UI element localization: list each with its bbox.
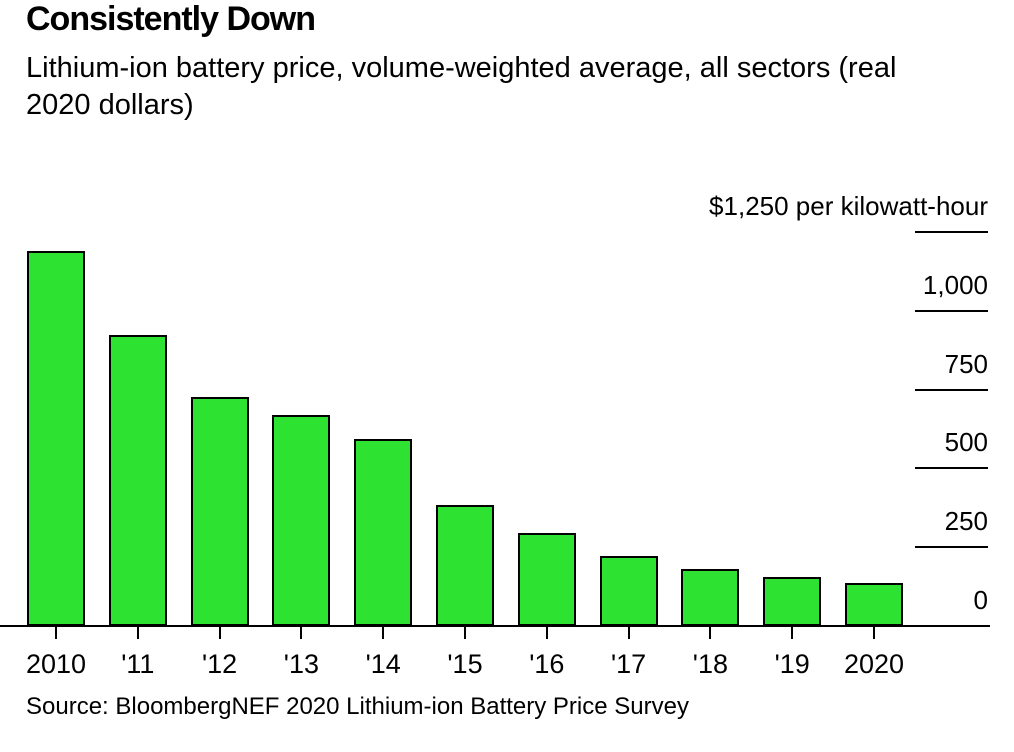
x-axis-tick bbox=[136, 627, 139, 639]
chart-title: Consistently Down bbox=[26, 0, 316, 38]
y-axis-unit-label: $1,250 per kilowatt-hour bbox=[709, 191, 988, 221]
x-axis-label-2010: 2010 bbox=[25, 649, 87, 679]
y-axis-tick bbox=[915, 309, 988, 312]
x-axis-tick bbox=[791, 627, 794, 639]
x-axis-tick bbox=[627, 627, 630, 639]
y-axis-label: 750 bbox=[944, 348, 988, 379]
x-axis-label-17: '17 bbox=[611, 649, 647, 679]
chart-subtitle: Lithium-ion battery price, volume-weight… bbox=[26, 52, 897, 121]
bar-13 bbox=[272, 415, 331, 626]
bar-14 bbox=[354, 439, 413, 626]
bar-16 bbox=[517, 533, 576, 626]
y-axis-label: 0 bbox=[973, 585, 988, 615]
bar-2020 bbox=[845, 582, 903, 626]
bar-2010 bbox=[27, 250, 85, 626]
x-axis-tick bbox=[300, 627, 303, 639]
x-axis-tick bbox=[55, 627, 57, 639]
x-axis-label-14: '14 bbox=[365, 649, 401, 679]
y-axis-label: 1,000 bbox=[922, 269, 988, 300]
bar-18 bbox=[681, 568, 740, 626]
x-axis-label-18: '18 bbox=[692, 649, 728, 679]
y-axis-tick bbox=[915, 388, 988, 391]
y-axis-tick bbox=[915, 546, 988, 549]
bar-12 bbox=[190, 397, 249, 626]
bar-17 bbox=[599, 556, 658, 626]
y-axis-tick bbox=[915, 467, 988, 470]
y-axis-label: 250 bbox=[944, 506, 988, 537]
x-axis-label-11: '11 bbox=[121, 649, 155, 679]
x-axis-label-15: '15 bbox=[447, 649, 483, 679]
x-axis-tick bbox=[382, 627, 385, 639]
bar-15 bbox=[436, 504, 494, 626]
source-note: Source: BloombergNEF 2020 Lithium-ion Ba… bbox=[26, 693, 689, 720]
x-axis-label-13: '13 bbox=[283, 649, 319, 679]
bar-19 bbox=[763, 576, 822, 626]
x-axis-label-2020: 2020 bbox=[843, 649, 905, 679]
y-axis-label: 500 bbox=[944, 427, 988, 458]
x-axis-tick bbox=[218, 627, 221, 639]
x-axis-label-12: '12 bbox=[202, 649, 238, 679]
x-axis-label-19: '19 bbox=[774, 649, 810, 679]
x-axis-line bbox=[0, 625, 990, 627]
bar-11 bbox=[108, 334, 167, 626]
x-axis-tick bbox=[464, 627, 466, 639]
x-axis-tick bbox=[873, 627, 875, 639]
x-axis-label-16: '16 bbox=[529, 649, 565, 679]
x-axis-tick bbox=[545, 627, 548, 639]
x-axis-tick bbox=[709, 627, 712, 639]
y-axis-tick bbox=[915, 231, 988, 233]
